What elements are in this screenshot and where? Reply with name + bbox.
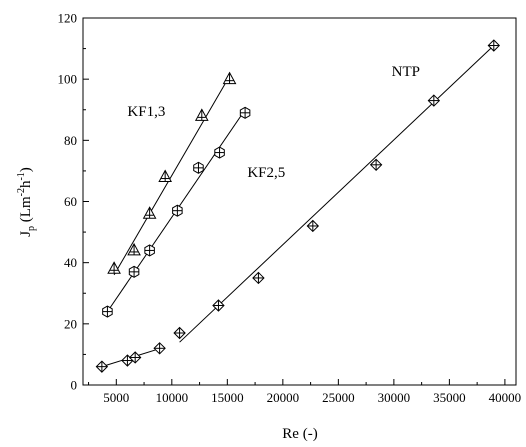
y-tick-label: 0 xyxy=(71,378,78,393)
data-point xyxy=(153,342,166,355)
y-axis-title: Jp (Lm-2h-1) xyxy=(16,167,37,237)
data-point xyxy=(173,326,186,340)
series-label: KF2,5 xyxy=(247,165,285,181)
data-point xyxy=(127,242,141,256)
data-point xyxy=(144,244,155,257)
y-tick-label: 120 xyxy=(58,11,78,26)
y-tick-label: 100 xyxy=(58,72,78,87)
data-point xyxy=(252,271,265,285)
x-tick-label: 5000 xyxy=(103,390,129,405)
data-point xyxy=(194,108,209,121)
x-axis-title: Re (-) xyxy=(282,426,317,442)
data-point xyxy=(172,204,183,217)
data-point xyxy=(102,305,113,318)
y-tick-label: 20 xyxy=(64,316,77,331)
y-axis: 0 20 40 60 80 100 120 xyxy=(58,11,89,393)
y-tick-label: 80 xyxy=(64,133,77,148)
data-point xyxy=(128,351,142,364)
x-tick-label: 10000 xyxy=(156,390,189,405)
data-point xyxy=(212,299,225,312)
data-point xyxy=(107,261,121,274)
x-tick-label: 25000 xyxy=(322,390,355,405)
series-label: NTP xyxy=(392,64,420,80)
data-point xyxy=(427,94,441,107)
x-tick-label: 40000 xyxy=(489,390,522,405)
fit-line xyxy=(179,45,495,343)
series-labels: KF1,3 KF2,5 NTP xyxy=(127,64,420,181)
series-label: KF1,3 xyxy=(127,104,165,120)
data-point xyxy=(487,39,501,52)
x-tick-label: 35000 xyxy=(433,390,466,405)
data-point xyxy=(369,158,383,172)
data-markers xyxy=(95,39,501,373)
fit-lines xyxy=(101,45,495,368)
data-point xyxy=(158,169,173,183)
plot-frame xyxy=(82,17,517,386)
data-point xyxy=(222,71,237,85)
data-point xyxy=(214,146,225,159)
x-tick-label: 20000 xyxy=(267,390,300,405)
data-point xyxy=(95,360,109,373)
data-point xyxy=(142,206,157,219)
data-point xyxy=(193,161,204,174)
x-tick-label: 30000 xyxy=(378,390,411,405)
x-axis: 5000 10000 15000 20000 25000 30000 35000 40000 xyxy=(88,379,522,405)
data-point xyxy=(239,106,251,119)
data-point xyxy=(306,219,320,233)
y-tick-label: 40 xyxy=(64,255,77,270)
data-point xyxy=(128,265,140,278)
fit-line xyxy=(113,75,230,276)
y-tick-label: 60 xyxy=(64,194,77,209)
x-tick-label: 15000 xyxy=(211,390,244,405)
